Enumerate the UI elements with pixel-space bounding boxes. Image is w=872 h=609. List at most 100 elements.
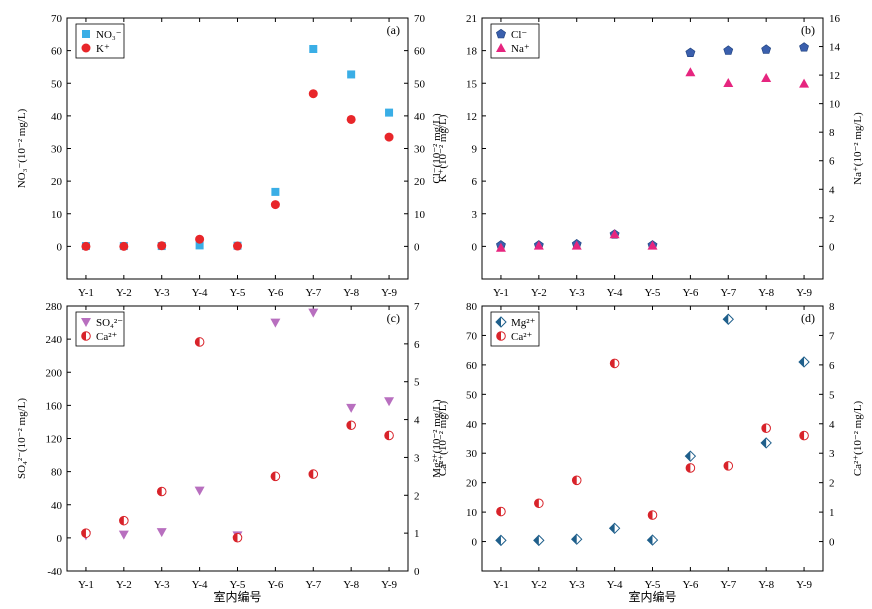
y-tick-label-right: 0	[829, 537, 835, 549]
y-axis-label-right: K⁺(10⁻² mg/L)	[437, 114, 449, 182]
data-point	[308, 89, 318, 99]
data-point	[156, 486, 167, 497]
y-tick-label-left: 18	[466, 46, 478, 58]
x-tick-label: Y-5	[230, 287, 246, 299]
data-point	[81, 528, 91, 538]
y-tick-label-left: 80	[51, 467, 63, 479]
y-tick-label-left: 6	[472, 176, 478, 188]
panel-label: (c)	[387, 311, 400, 325]
panel-a: Y-1 Y-2 Y-3 Y-4 Y-5 Y-6 Y-7 Y-8 Y-9 0 10 20 30 40 50 60…	[16, 13, 449, 299]
data-point	[384, 430, 394, 441]
x-tick-label: Y-7	[720, 287, 736, 299]
y-tick-label-left: 30	[51, 144, 63, 156]
y-tick-label-left: 40	[51, 500, 63, 512]
data-point	[384, 132, 394, 142]
x-tick-label: Y-4	[607, 287, 623, 299]
y-tick-label-right: 5	[829, 389, 835, 401]
x-tick-label: Y-2	[116, 579, 132, 591]
y-tick-label-right: 0	[414, 241, 420, 253]
x-tick-label: Y-9	[381, 579, 397, 591]
x-tick-label: Y-1	[493, 287, 509, 299]
x-tick-label: Y-8	[343, 579, 359, 591]
legend-box	[75, 23, 125, 59]
panel-label: (a)	[387, 23, 400, 37]
y-tick-label-right: 3	[829, 448, 835, 460]
data-point	[723, 461, 734, 471]
data-point	[647, 240, 658, 250]
y-tick-label-left: 160	[46, 400, 63, 412]
y-tick-label-right: 70	[414, 13, 426, 25]
legend-label: NO₃⁻	[96, 29, 122, 41]
legend: Cl⁻ Na⁺	[490, 23, 540, 59]
panel-label: (d)	[801, 311, 815, 325]
x-tick-label: Y-5	[645, 579, 661, 591]
y-tick-label-right: 8	[829, 301, 835, 313]
x-tick-label: Y-6	[267, 579, 283, 591]
data-point	[496, 506, 506, 517]
data-point	[270, 471, 281, 482]
y-tick-label-left: 0	[57, 533, 63, 545]
x-axis-title: 室内编号	[628, 589, 676, 604]
y-tick-label-right: 2	[829, 478, 835, 490]
data-point	[760, 437, 772, 449]
data-point	[685, 463, 696, 473]
data-point	[346, 114, 356, 124]
y-tick-label-left: 70	[466, 330, 478, 342]
data-point	[194, 337, 205, 347]
x-tick-label: Y-5	[645, 287, 661, 299]
y-tick-label-right: 40	[414, 111, 426, 123]
x-tick-label: Y-6	[682, 579, 698, 591]
y-tick-label-left: 30	[466, 448, 478, 460]
legend-marker	[81, 331, 91, 341]
x-tick-label: Y-6	[267, 287, 283, 299]
x-tick-label: Y-3	[569, 579, 585, 591]
legend-marker	[82, 30, 90, 38]
data-point	[308, 469, 319, 479]
data-point	[233, 241, 242, 251]
y-axis-label-right: Ca²⁺(10⁻² mg/L)	[852, 401, 864, 477]
data-point	[799, 42, 809, 52]
data-point	[722, 313, 734, 325]
data-point	[384, 397, 395, 407]
legend-marker	[496, 28, 506, 39]
y-tick-label-left: 200	[46, 367, 63, 379]
x-tick-label: Y-7	[305, 287, 321, 299]
x-axis-title: 室内编号	[213, 589, 261, 604]
legend: SO₄²⁻ Ca²⁺	[75, 311, 125, 347]
y-tick-label-left: 40	[51, 111, 63, 123]
legend-marker	[81, 318, 91, 327]
data-point	[347, 70, 356, 79]
y-tick-label-right: 6	[829, 360, 835, 372]
y-tick-label-left: 0	[472, 537, 478, 549]
x-tick-label: Y-4	[607, 579, 623, 591]
legend-label: Cl⁻	[511, 29, 527, 41]
data-point	[270, 200, 280, 210]
y-tick-label-left: 15	[466, 78, 478, 90]
x-tick-label: Y-4	[192, 287, 208, 299]
y-tick-label-right: 0	[829, 241, 835, 253]
y-axis-label-left: SO₄²⁻(10⁻² mg/L)	[16, 398, 28, 479]
data-point	[232, 532, 243, 543]
y-tick-label-left: 3	[472, 209, 478, 221]
y-tick-label-right: 10	[414, 209, 426, 221]
data-point	[647, 510, 658, 520]
y-tick-label-right: 6	[414, 339, 420, 351]
data-point	[195, 241, 204, 250]
y-tick-label-left: 240	[46, 334, 63, 346]
y-tick-label-left: 40	[466, 419, 478, 431]
panel-b: Y-1 Y-2 Y-3 Y-4 Y-5 Y-6 Y-7 Y-8 Y-90369121518210…	[431, 13, 864, 299]
data-point	[609, 229, 620, 239]
data-point	[81, 241, 91, 251]
data-point	[533, 240, 544, 250]
y-tick-label-right: 6	[829, 156, 835, 168]
legend-label: Ca²⁺	[511, 331, 533, 343]
y-tick-label-right: 7	[414, 301, 420, 313]
y-axis-label-left: Cl⁻(10⁻² mg/L)	[431, 113, 443, 184]
data-point	[685, 47, 696, 58]
data-point	[271, 187, 280, 196]
x-tick-label: Y-1	[493, 579, 509, 591]
y-tick-label-right: 8	[829, 127, 835, 139]
data-point	[119, 241, 129, 251]
x-tick-label: Y-4	[192, 579, 208, 591]
x-tick-label: Y-1	[78, 579, 94, 591]
